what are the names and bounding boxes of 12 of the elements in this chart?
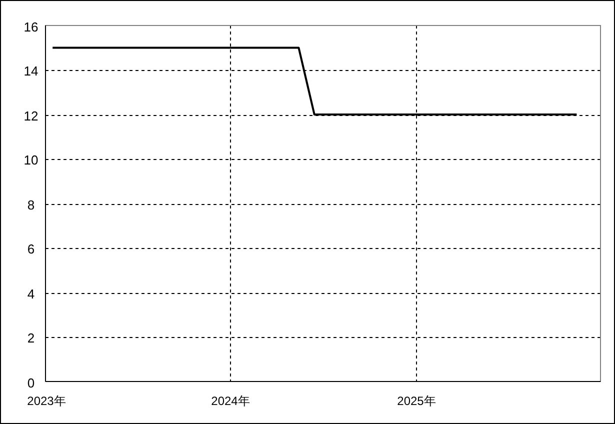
y-tick-label: 6 bbox=[27, 242, 35, 256]
y-tick-label: 10 bbox=[24, 152, 38, 168]
y-tick-label: 0 bbox=[27, 376, 35, 390]
x-tick-label: 2025年 bbox=[397, 394, 436, 408]
y-tick-label: 8 bbox=[27, 198, 35, 212]
y-tick-label: 14 bbox=[24, 64, 38, 78]
y-tick-label: 4 bbox=[27, 286, 35, 302]
y-tick-label: 16 bbox=[24, 20, 38, 34]
y-tick-label: 12 bbox=[24, 108, 38, 124]
y-tick-label: 2 bbox=[27, 330, 35, 346]
x-tick-label: 2024年 bbox=[211, 394, 250, 408]
x-tick-label: 2023年 bbox=[27, 394, 66, 408]
